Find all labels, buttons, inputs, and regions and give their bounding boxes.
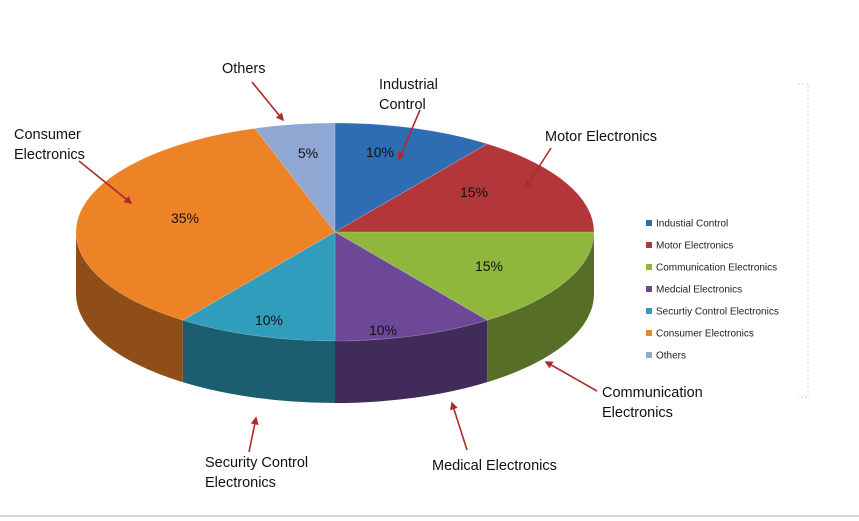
legend-label: Consumer Electronics [656,329,754,340]
legend-label: Medcial Electronics [656,285,742,296]
slice-side [487,232,594,383]
slice-value-label: 15% [460,184,488,200]
legend-swatch [646,242,652,248]
slice-value-label: 10% [366,144,394,160]
slice-side [335,320,488,403]
legend-swatch [646,308,652,314]
slice-side [76,232,183,383]
slice-top [333,231,595,321]
callout-arrow [248,416,259,453]
slice-value-label: 5% [298,145,318,161]
legend-swatch [646,330,652,336]
slice-value-label: 10% [369,322,397,338]
pie-top-faces [75,122,595,342]
slice-value-label: 10% [255,312,283,328]
legend-bracket [798,83,809,398]
legend-label: Motor Electronics [656,241,733,252]
callout-arrow [397,109,421,161]
legend-swatch [646,220,652,226]
callout-arrow [525,147,552,189]
legend-swatch [646,352,652,358]
slice-value-labels: 10% 15% 15% 10% 10% 35% 5% [171,144,503,338]
slice-value-label: 35% [171,210,199,226]
slice-top [334,122,488,233]
slice-top [333,143,595,233]
slice-callout-label: Others [222,61,266,77]
slice-callout-label: Medical Electronics [432,458,557,474]
slice-side [182,320,335,403]
slice-top [334,231,488,342]
legend: Industial Control Motor Electronics Commun… [646,83,809,398]
slice-callout-label: Motor Electronics [545,129,657,145]
callout-arrow [78,160,133,205]
slice-callout-label: Security Control Electronics [205,455,308,491]
legend-swatch [646,264,652,270]
callout-arrow [450,401,468,451]
slice-value-label: 15% [475,258,503,274]
slice-callout-label: Consumer Electronics [14,127,85,163]
slice-top [182,231,336,342]
bottom-divider [0,515,859,517]
legend-label: Others [656,351,686,362]
slice-callouts: Industrial Control Motor Electronics Commun… [14,61,703,491]
callout-arrow [544,361,598,392]
legend-label: Securtiy Control Electronics [656,307,779,318]
legend-swatch [646,286,652,292]
legend-label: Industial Control [656,219,728,230]
pie-side-walls [76,232,594,403]
legend-label: Communication Electronics [656,263,777,274]
slice-top [254,122,336,233]
slice-callout-label: Communication Electronics [602,385,703,421]
slice-top [75,128,336,321]
callout-arrow [251,81,285,122]
slice-callout-label: Industrial Control [379,77,438,113]
